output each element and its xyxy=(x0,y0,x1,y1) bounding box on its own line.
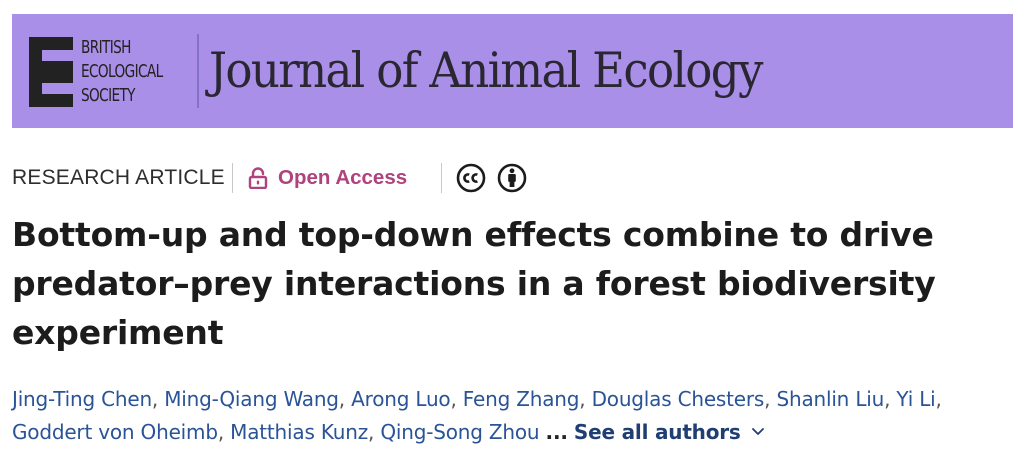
author-link[interactable]: Goddert von Oheimb xyxy=(12,420,218,444)
british-ecological-society-logo[interactable]: BRITISH ECOLOGICAL SOCIETY xyxy=(29,37,199,107)
chevron-down-icon xyxy=(751,428,764,435)
journal-title[interactable]: Journal of Animal Ecology xyxy=(209,42,763,99)
see-all-authors-label: See all authors xyxy=(573,420,741,444)
creative-commons-icon[interactable] xyxy=(456,163,486,193)
author-link[interactable]: Feng Zhang xyxy=(462,387,580,411)
open-lock-icon xyxy=(248,167,268,189)
banner-divider xyxy=(197,34,199,108)
authors-ellipsis: ... xyxy=(545,420,568,444)
author-link[interactable]: Jing-Ting Chen xyxy=(12,387,152,411)
author-link[interactable]: Yi Li xyxy=(896,387,936,411)
meta-divider xyxy=(441,163,442,193)
article-title: Bottom-up and top-down effects combine t… xyxy=(12,215,936,352)
author-link[interactable]: Ming-Qiang Wang xyxy=(164,387,339,411)
author-link[interactable]: Qing-Song Zhou xyxy=(380,420,540,444)
author-list: Jing-Ting Chen, Ming-Qiang Wang, Arong L… xyxy=(12,387,942,444)
society-name: BRITISH ECOLOGICAL SOCIETY xyxy=(81,36,179,108)
open-access-label[interactable]: Open Access xyxy=(278,166,408,189)
journal-banner: BRITISH ECOLOGICAL SOCIETY Journal of An… xyxy=(12,14,1013,128)
society-name-line-3: SOCIETY xyxy=(81,86,136,106)
attribution-icon[interactable] xyxy=(497,163,527,193)
author-link[interactable]: Arong Luo xyxy=(351,387,451,411)
see-all-authors-button[interactable]: See all authors xyxy=(574,420,765,444)
meta-divider xyxy=(232,163,233,193)
bes-logo-mark-icon xyxy=(29,37,73,107)
society-name-line-1: BRITISH xyxy=(81,38,131,58)
author-link[interactable]: Douglas Chesters xyxy=(591,387,765,411)
author-link[interactable]: Shanlin Liu xyxy=(776,387,885,411)
society-name-line-2: ECOLOGICAL xyxy=(81,62,163,82)
article-type-label: RESEARCH ARTICLE xyxy=(12,166,225,189)
article-meta-row: RESEARCH ARTICLE Open Access xyxy=(12,161,712,195)
author-link[interactable]: Matthias Kunz xyxy=(230,420,368,444)
